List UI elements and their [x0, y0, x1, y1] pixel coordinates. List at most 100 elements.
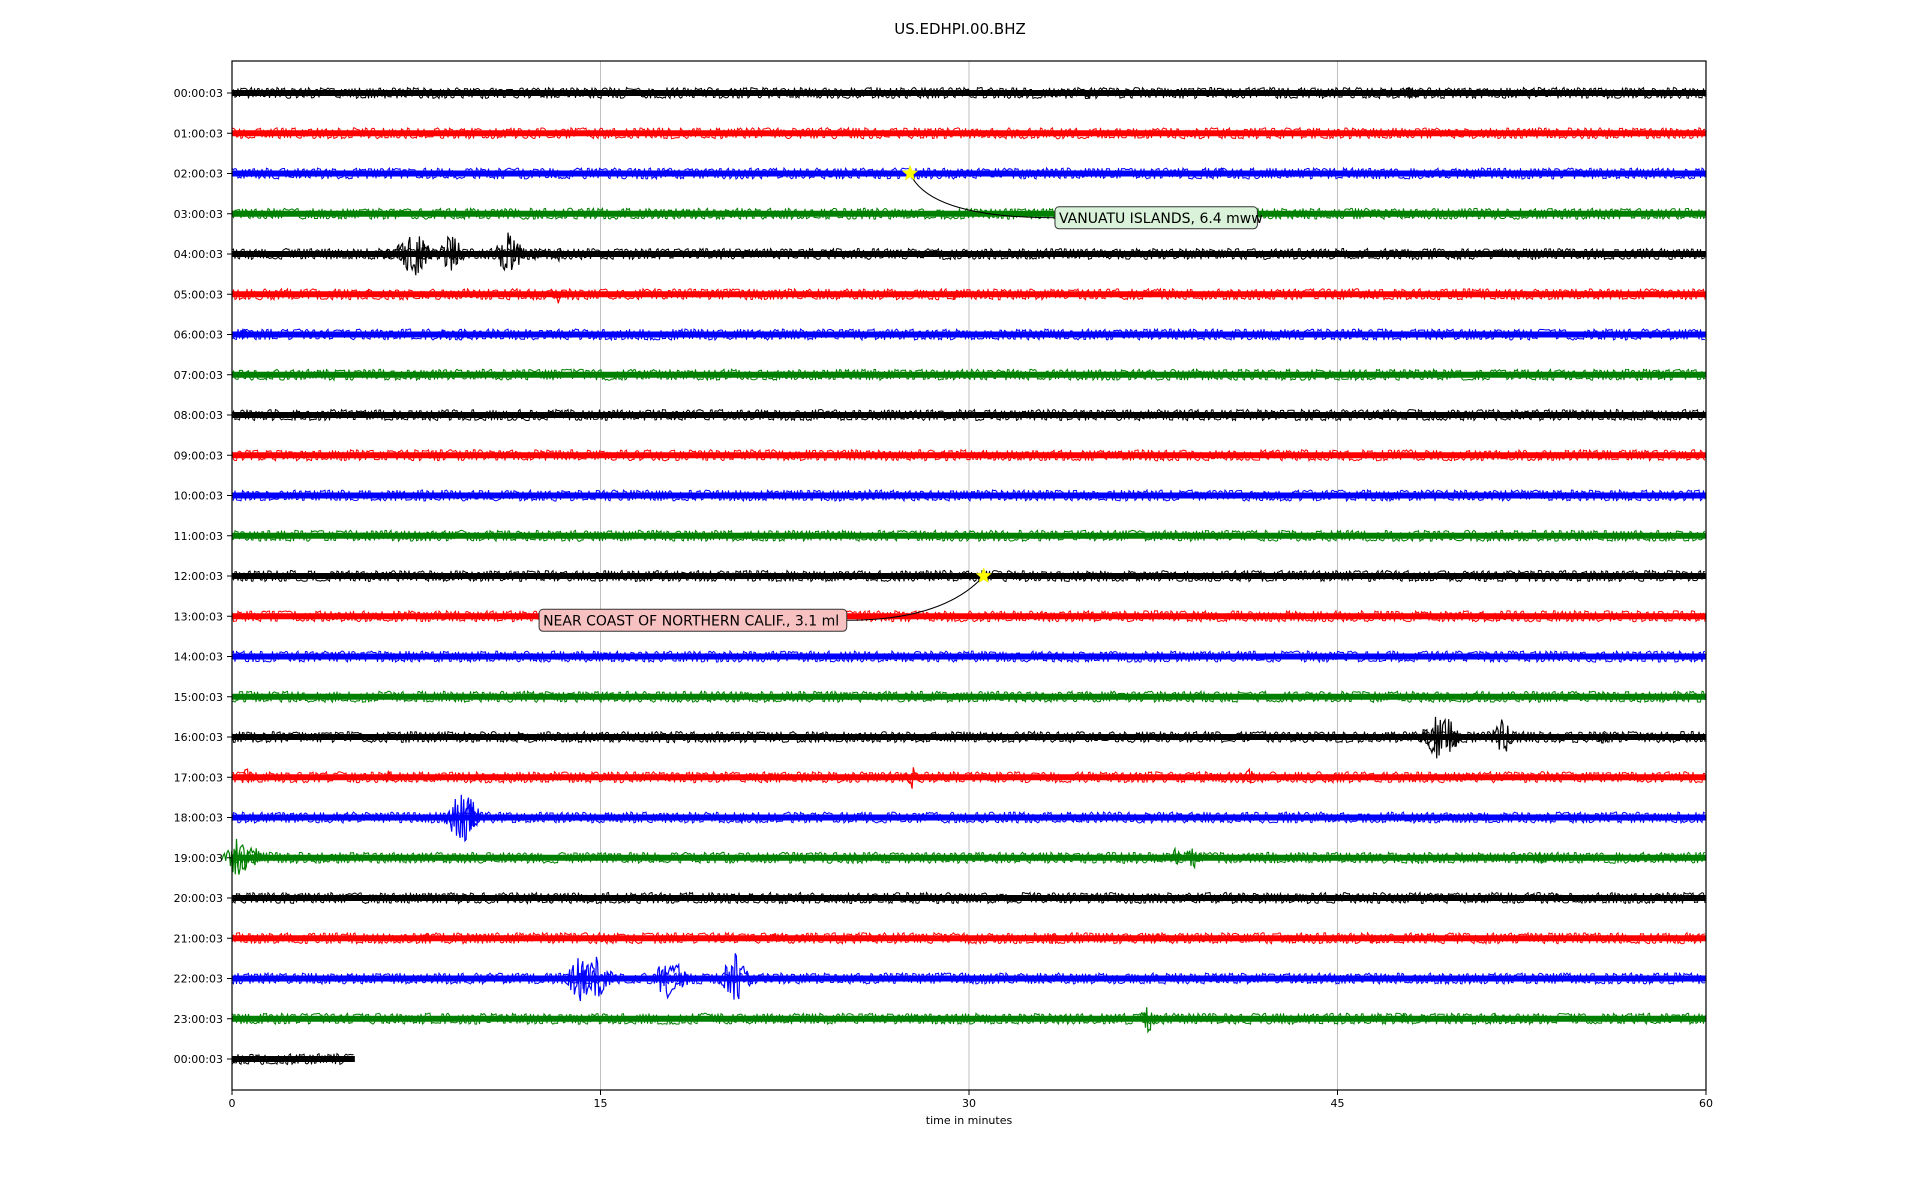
seismic-trace	[231, 86, 1706, 100]
seismic-trace	[231, 408, 1706, 422]
x-tick-label: 60	[1699, 1097, 1713, 1110]
event-annotation-box	[1054, 206, 1258, 230]
seismic-trace	[231, 327, 1706, 342]
seismic-trace	[231, 569, 1706, 583]
trace-group	[220, 86, 1706, 1066]
x-tick-label: 0	[229, 1097, 236, 1110]
seismic-trace	[231, 770, 1706, 784]
y-tick-label: 21:00:03	[174, 932, 223, 945]
seismic-burst	[1399, 86, 1418, 100]
x-tick-labels: 0 15 30 45 60	[229, 1090, 1713, 1110]
trace-band	[232, 814, 1706, 821]
seismic-burst	[440, 794, 485, 843]
seismic-burst	[434, 328, 451, 339]
trace-band	[232, 854, 1706, 861]
seismic-burst	[236, 328, 252, 340]
y-tick-label: 08:00:03	[174, 409, 223, 422]
seismic-burst	[418, 932, 434, 943]
seismic-burst	[359, 289, 374, 297]
y-tick-label: 10:00:03	[174, 490, 223, 503]
seismic-burst	[378, 248, 395, 260]
seismic-trace	[231, 609, 1706, 623]
seismic-trace	[231, 166, 1706, 181]
seismic-burst	[766, 932, 783, 942]
seismic-burst	[1180, 848, 1204, 870]
seismic-burst	[1043, 933, 1061, 943]
seismic-burst	[1211, 974, 1227, 984]
x-tick-label: 45	[1331, 1097, 1345, 1110]
seismic-burst	[527, 249, 546, 262]
seismic-burst	[1563, 813, 1578, 823]
trace-band	[232, 613, 1706, 620]
seismic-burst	[457, 803, 483, 830]
seismic-burst	[490, 232, 528, 272]
y-tick-label: 04:00:03	[174, 248, 223, 261]
seismic-burst	[1651, 368, 1667, 379]
seismic-trace	[231, 528, 1706, 543]
y-tick-label: 14:00:03	[174, 651, 223, 664]
seismic-burst	[246, 848, 267, 866]
seismic-burst	[1080, 89, 1098, 100]
seismic-burst	[759, 773, 775, 782]
seismic-burst	[236, 768, 257, 783]
seismic-burst	[506, 246, 527, 263]
event-star-icon	[975, 567, 992, 584]
y-tick-label: 20:00:03	[174, 892, 223, 905]
seismic-burst	[540, 893, 557, 903]
trace-band	[232, 412, 1706, 418]
seismic-burst	[659, 168, 674, 177]
trace-band	[232, 774, 1706, 781]
trace-band	[232, 492, 1706, 499]
seismic-burst	[1408, 88, 1424, 99]
seismic-burst	[393, 236, 434, 276]
y-tick-label: 05:00:03	[174, 288, 223, 301]
event-annotation-label: NEAR COAST OF NORTHERN CALIF., 3.1 ml	[543, 613, 839, 629]
seismic-burst	[649, 965, 684, 1000]
trace-band	[232, 693, 1706, 700]
y-tick-label: 22:00:03	[174, 973, 223, 986]
seismic-trace	[231, 649, 1706, 664]
y-tick-label: 17:00:03	[174, 771, 223, 784]
y-tick-label: 18:00:03	[174, 812, 223, 825]
y-tick-label: 00:00:03	[174, 1053, 223, 1066]
trace-band	[232, 1056, 355, 1062]
y-tick-label: 19:00:03	[174, 852, 223, 865]
seismic-burst	[229, 844, 259, 871]
seismic-burst	[1074, 812, 1090, 823]
trace-band	[232, 452, 1706, 459]
y-tick-label: 12:00:03	[174, 570, 223, 583]
seismic-trace	[231, 206, 1706, 221]
seismic-burst	[732, 813, 749, 825]
seismic-trace	[231, 851, 1706, 865]
seismic-burst	[548, 289, 569, 304]
seismic-burst	[1395, 1013, 1411, 1024]
seismic-burst	[1150, 933, 1166, 943]
seismic-trace	[231, 488, 1706, 503]
seismic-burst	[1445, 730, 1466, 747]
seismic-trace	[231, 247, 1706, 261]
y-tick-label: 13:00:03	[174, 610, 223, 623]
y-tick-label: 09:00:03	[174, 449, 223, 462]
seismic-burst	[560, 958, 601, 1002]
seismic-burst	[1364, 935, 1379, 945]
seismic-burst	[669, 410, 684, 420]
event-annotation-box	[538, 608, 848, 632]
y-tick-labels: 00:00:03 01:00:03 02:00:03 03:00:03 04:00:03…	[174, 87, 232, 1066]
y-tick-label: 01:00:03	[174, 127, 223, 140]
seismic-burst	[660, 962, 693, 988]
annotation-connector	[909, 173, 1055, 219]
seismic-trace	[231, 368, 1706, 382]
trace-band	[232, 371, 1706, 378]
annotation-connector	[846, 575, 985, 621]
seismic-burst	[715, 953, 755, 1000]
event-annotations: VANUATU ISLANDS, 6.4 mww NEAR COAST OF NO…	[538, 164, 1263, 632]
seismic-burst	[946, 291, 962, 300]
seismic-trace	[231, 689, 1706, 704]
seismic-trace	[231, 1012, 1706, 1026]
seismic-burst	[452, 330, 468, 341]
seismic-burst	[1548, 892, 1563, 903]
y-tick-label: 16:00:03	[174, 731, 223, 744]
seismic-trace	[231, 891, 1706, 905]
seismic-burst	[1487, 1012, 1502, 1025]
